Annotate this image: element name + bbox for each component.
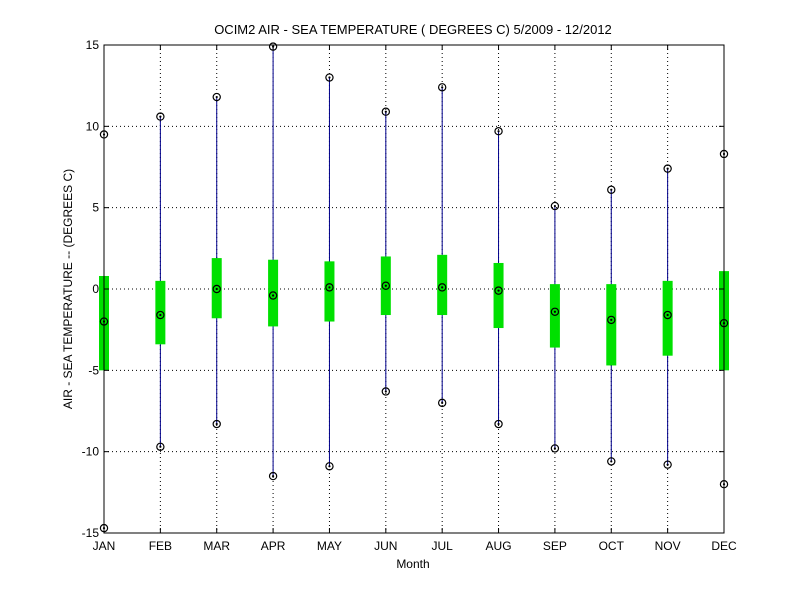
min-marker-feb: [156, 442, 165, 451]
max-dot-jul: [441, 86, 444, 89]
x-tick-label-jul: JUL: [432, 539, 454, 553]
median-dot-nov: [666, 313, 669, 317]
x-tick-label-jun: JUN: [374, 539, 397, 553]
median-marker-jun: [381, 281, 391, 290]
x-tick-label-aug: AUG: [486, 539, 512, 553]
min-dot-feb: [159, 445, 162, 448]
axes: -15 -10 -5 0 5 10 15 JAN FEB MAR APR MAY JUN JUL AUG SE…: [82, 38, 737, 553]
min-dot-oct: [610, 460, 613, 463]
max-marker-aug: [494, 127, 503, 136]
x-tick-label-nov: NOV: [655, 539, 681, 553]
median-marker-may: [325, 283, 334, 292]
box-oct: [606, 284, 617, 366]
max-dot-mar: [215, 95, 218, 99]
max-dot-aug: [497, 130, 500, 133]
y-tick-label: 15: [86, 38, 100, 52]
min-dot-jul: [441, 401, 444, 404]
min-dot-may: [328, 465, 331, 468]
max-marker-feb: [156, 112, 165, 121]
y-tick-label: -10: [82, 445, 100, 459]
x-tick-label-sep: SEP: [543, 539, 567, 553]
median-dot-feb: [159, 313, 162, 317]
min-marker-apr: [268, 471, 278, 481]
min-marker-mar: [212, 419, 221, 429]
max-dot-oct: [610, 188, 613, 191]
x-tick-label-oct: OCT: [599, 539, 625, 553]
median-marker-oct: [607, 315, 616, 325]
median-marker-aug: [494, 286, 503, 295]
min-marker-aug: [494, 419, 503, 429]
max-dot-sep: [553, 204, 557, 208]
box-aug: [493, 262, 504, 329]
x-tick-label-mar: MAR: [203, 539, 230, 553]
min-marker-may: [325, 462, 334, 471]
max-dot-feb: [159, 115, 162, 118]
min-dot-jun: [384, 390, 387, 393]
y-axis-label: AIR - SEA TEMPERATURE -- (DEGREES C): [61, 169, 75, 409]
x-tick-label-dec: DEC: [711, 539, 737, 553]
y-tick-label: -15: [82, 526, 100, 540]
min-dot-apr: [271, 474, 275, 478]
y-tick-label: 10: [86, 119, 100, 133]
min-marker-sep: [550, 444, 560, 453]
median-dot-aug: [497, 289, 500, 292]
grid-lines: [104, 45, 724, 533]
x-tick-label-feb: FEB: [149, 539, 172, 553]
median-dot-may: [328, 286, 331, 289]
x-tick-label-apr: APR: [261, 539, 286, 553]
chart-title: OCIM2 AIR - SEA TEMPERATURE ( DEGREES C)…: [214, 22, 612, 37]
max-marker-jul: [437, 83, 447, 92]
min-dot-sep: [553, 447, 557, 450]
max-marker-jun: [381, 107, 391, 116]
median-dot-sep: [553, 310, 557, 313]
max-marker-mar: [212, 92, 221, 102]
median-marker-mar: [212, 284, 221, 294]
median-marker-feb: [156, 310, 165, 320]
min-marker-jun: [381, 387, 391, 396]
box-series: [99, 42, 729, 533]
min-marker-jul: [437, 398, 447, 408]
max-marker-nov: [663, 164, 672, 173]
median-marker-nov: [663, 310, 672, 320]
min-marker-oct: [607, 457, 616, 466]
min-dot-mar: [215, 422, 218, 426]
min-dot-aug: [497, 422, 500, 426]
median-marker-jul: [437, 283, 447, 292]
box-apr: [268, 259, 279, 327]
max-marker-apr: [268, 42, 278, 51]
median-dot-mar: [215, 287, 218, 291]
median-dot-apr: [271, 294, 275, 297]
max-dot-nov: [666, 167, 669, 170]
box-jul: [437, 254, 448, 316]
max-marker-sep: [550, 201, 560, 211]
x-tick-label-may: MAY: [317, 539, 342, 553]
median-dot-jul: [441, 286, 444, 289]
x-tick-label-jan: JAN: [93, 539, 116, 553]
median-marker-apr: [268, 291, 278, 300]
median-dot-jun: [384, 284, 387, 287]
y-tick-label: -5: [88, 363, 99, 377]
max-marker-may: [325, 73, 334, 82]
min-dot-nov: [666, 463, 669, 466]
median-marker-sep: [550, 307, 560, 316]
min-marker-nov: [663, 460, 672, 469]
max-dot-may: [328, 76, 331, 79]
max-marker-oct: [607, 185, 616, 194]
median-dot-oct: [610, 318, 613, 322]
x-axis-label: Month: [396, 557, 429, 571]
y-tick-label: 5: [92, 201, 99, 215]
box-feb: [155, 280, 166, 345]
max-dot-jun: [384, 110, 387, 113]
y-tick-label: 0: [92, 282, 99, 296]
